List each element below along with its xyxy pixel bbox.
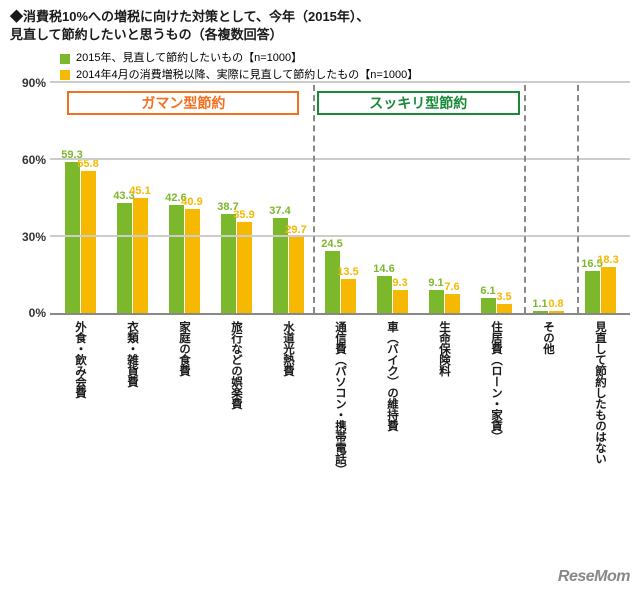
- gridline: [50, 81, 630, 83]
- bar-series2: 3.5: [497, 304, 512, 313]
- bar-series1: 24.5: [325, 251, 340, 314]
- bar-series2: 9.3: [393, 290, 408, 314]
- bar-value-label: 45.1: [129, 185, 150, 198]
- x-label: 車（バイク）の維持費: [366, 321, 418, 511]
- bar-value-label: 40.9: [181, 196, 202, 209]
- y-tick-label: 60%: [12, 153, 46, 167]
- bar-series2: 0.8: [549, 311, 564, 313]
- bar-series1: 16.5: [585, 271, 600, 313]
- bar-series2: 13.5: [341, 279, 356, 314]
- gridline: [50, 235, 630, 237]
- plot-area: 59.355.843.345.142.640.938.735.937.429.7…: [50, 85, 630, 315]
- bar-value-label: 3.5: [496, 291, 511, 304]
- x-label: 家庭の食費: [158, 321, 210, 511]
- x-label: 衣類・雑貨費: [106, 321, 158, 511]
- bar-series1: 9.1: [429, 290, 444, 313]
- bar-series1: 43.3: [117, 203, 132, 314]
- y-tick-label: 0%: [12, 306, 46, 320]
- bar-group: 6.13.5: [470, 85, 522, 313]
- x-label: 旅行などの娯楽費: [210, 321, 262, 511]
- bar-value-label: 14.6: [373, 263, 394, 276]
- bars-container: 59.355.843.345.142.640.938.735.937.429.7…: [50, 85, 630, 313]
- section-box-gaman: ガマン型節約: [67, 91, 299, 115]
- section-divider: [577, 85, 579, 313]
- bar-value-label: 37.4: [269, 205, 290, 218]
- bar-value-label: 7.6: [444, 281, 459, 294]
- bar-group: 1.10.8: [522, 85, 574, 313]
- bar-value-label: 0.8: [548, 298, 563, 311]
- bar-series1: 59.3: [65, 162, 80, 314]
- bar-value-label: 24.5: [321, 238, 342, 251]
- bar-value-label: 9.3: [392, 277, 407, 290]
- bar-group: 59.355.8: [54, 85, 106, 313]
- chart-title: ◆消費税10%への増税に向けた対策として、今年（2015年）、 見直して節約した…: [0, 0, 640, 46]
- chart-area: 59.355.843.345.142.640.938.735.937.429.7…: [10, 85, 630, 511]
- x-label: 見直して節約したものはない: [574, 321, 626, 511]
- x-label: 外食・飲み会費: [54, 321, 106, 511]
- bar-value-label: 35.9: [233, 209, 254, 222]
- title-line-1: ◆消費税10%への増税に向けた対策として、今年（2015年）、: [10, 9, 369, 24]
- bar-series2: 55.8: [81, 171, 96, 314]
- y-tick-label: 30%: [12, 230, 46, 244]
- bar-series2: 45.1: [133, 198, 148, 313]
- bar-series2: 40.9: [185, 209, 200, 314]
- bar-series1: 1.1: [533, 311, 548, 314]
- legend-item-1: 2015年、見直して節約したいもの【n=1000】: [60, 50, 630, 67]
- bar-value-label: 6.1: [480, 285, 495, 298]
- bar-value-label: 9.1: [428, 277, 443, 290]
- bar-series2: 29.7: [289, 237, 304, 313]
- bar-series1: 6.1: [481, 298, 496, 314]
- x-label: 生命保険料: [418, 321, 470, 511]
- x-label: 通信費（パソコン・携帯電話）: [314, 321, 366, 511]
- bar-group: 42.640.9: [158, 85, 210, 313]
- section-divider: [313, 85, 315, 313]
- bar-group: 16.518.3: [574, 85, 626, 313]
- section-box-sukkiri: スッキリ型節約: [317, 91, 520, 115]
- title-line-2: 見直して節約したいと思うもの（各複数回答）: [10, 27, 283, 42]
- bar-value-label: 18.3: [597, 254, 618, 267]
- watermark: ReseMom: [558, 568, 630, 586]
- bar-series1: 42.6: [169, 205, 184, 314]
- y-tick-label: 90%: [12, 76, 46, 90]
- gridline: [50, 158, 630, 160]
- legend: 2015年、見直して節約したいもの【n=1000】 2014年4月の消費増税以降…: [0, 46, 640, 85]
- bar-series1: 14.6: [377, 276, 392, 313]
- bar-group: 38.735.9: [210, 85, 262, 313]
- bar-group: 24.513.5: [314, 85, 366, 313]
- bar-value-label: 13.5: [337, 266, 358, 279]
- legend-label-1: 2015年、見直して節約したいもの【n=1000】: [76, 50, 302, 67]
- bar-series2: 7.6: [445, 294, 460, 313]
- bar-group: 43.345.1: [106, 85, 158, 313]
- bar-group: 9.17.6: [418, 85, 470, 313]
- legend-swatch-1: [60, 54, 70, 64]
- x-axis-labels: 外食・飲み会費衣類・雑貨費家庭の食費旅行などの娯楽費水道光熱費通信費（パソコン・…: [50, 315, 630, 511]
- bar-group: 37.4 29.7: [262, 85, 314, 313]
- bar-series1: 38.7: [221, 214, 236, 313]
- section-divider: [524, 85, 526, 313]
- x-label: 水道光熱費: [262, 321, 314, 511]
- bar-group: 14.69.3: [366, 85, 418, 313]
- bar-value-label: 1.1: [532, 298, 547, 311]
- x-label: その他: [522, 321, 574, 511]
- x-label: 住居費（ローン・家賃）: [470, 321, 522, 511]
- legend-swatch-2: [60, 70, 70, 80]
- bar-series2: 18.3: [601, 267, 616, 314]
